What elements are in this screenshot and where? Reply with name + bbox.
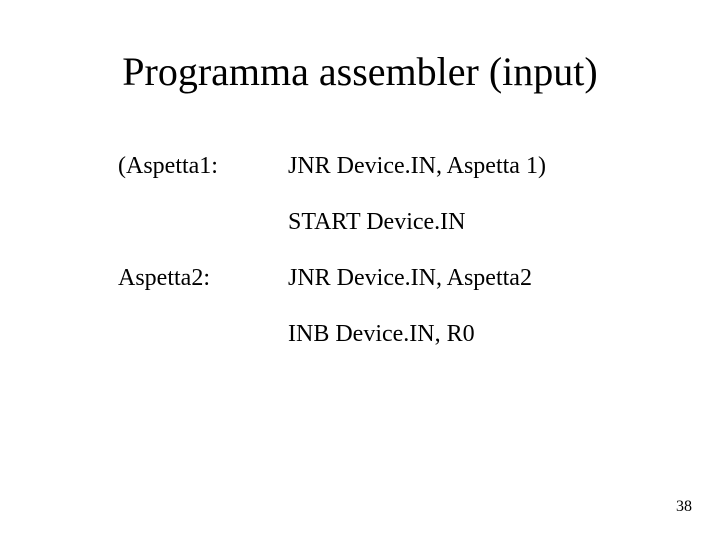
table-row: INB Device.IN, R0: [118, 306, 628, 362]
slide-title: Programma assembler (input): [0, 48, 720, 95]
instruction-cell: JNR Device.IN, Aspetta 1): [288, 138, 628, 194]
slide: Programma assembler (input) (Aspetta1: J…: [0, 0, 720, 540]
table-row: Aspetta2: JNR Device.IN, Aspetta2: [118, 250, 628, 306]
instruction-cell: JNR Device.IN, Aspetta2: [288, 250, 628, 306]
table-row: START Device.IN: [118, 194, 628, 250]
instruction-cell: INB Device.IN, R0: [288, 306, 628, 362]
assembler-table: (Aspetta1: JNR Device.IN, Aspetta 1) STA…: [118, 138, 628, 362]
instruction-cell: START Device.IN: [288, 194, 628, 250]
page-number: 38: [676, 498, 692, 516]
label-cell: (Aspetta1:: [118, 138, 288, 194]
table-row: (Aspetta1: JNR Device.IN, Aspetta 1): [118, 138, 628, 194]
label-cell: [118, 306, 288, 362]
code-table: (Aspetta1: JNR Device.IN, Aspetta 1) STA…: [118, 138, 628, 362]
label-cell: Aspetta2:: [118, 250, 288, 306]
label-cell: [118, 194, 288, 250]
